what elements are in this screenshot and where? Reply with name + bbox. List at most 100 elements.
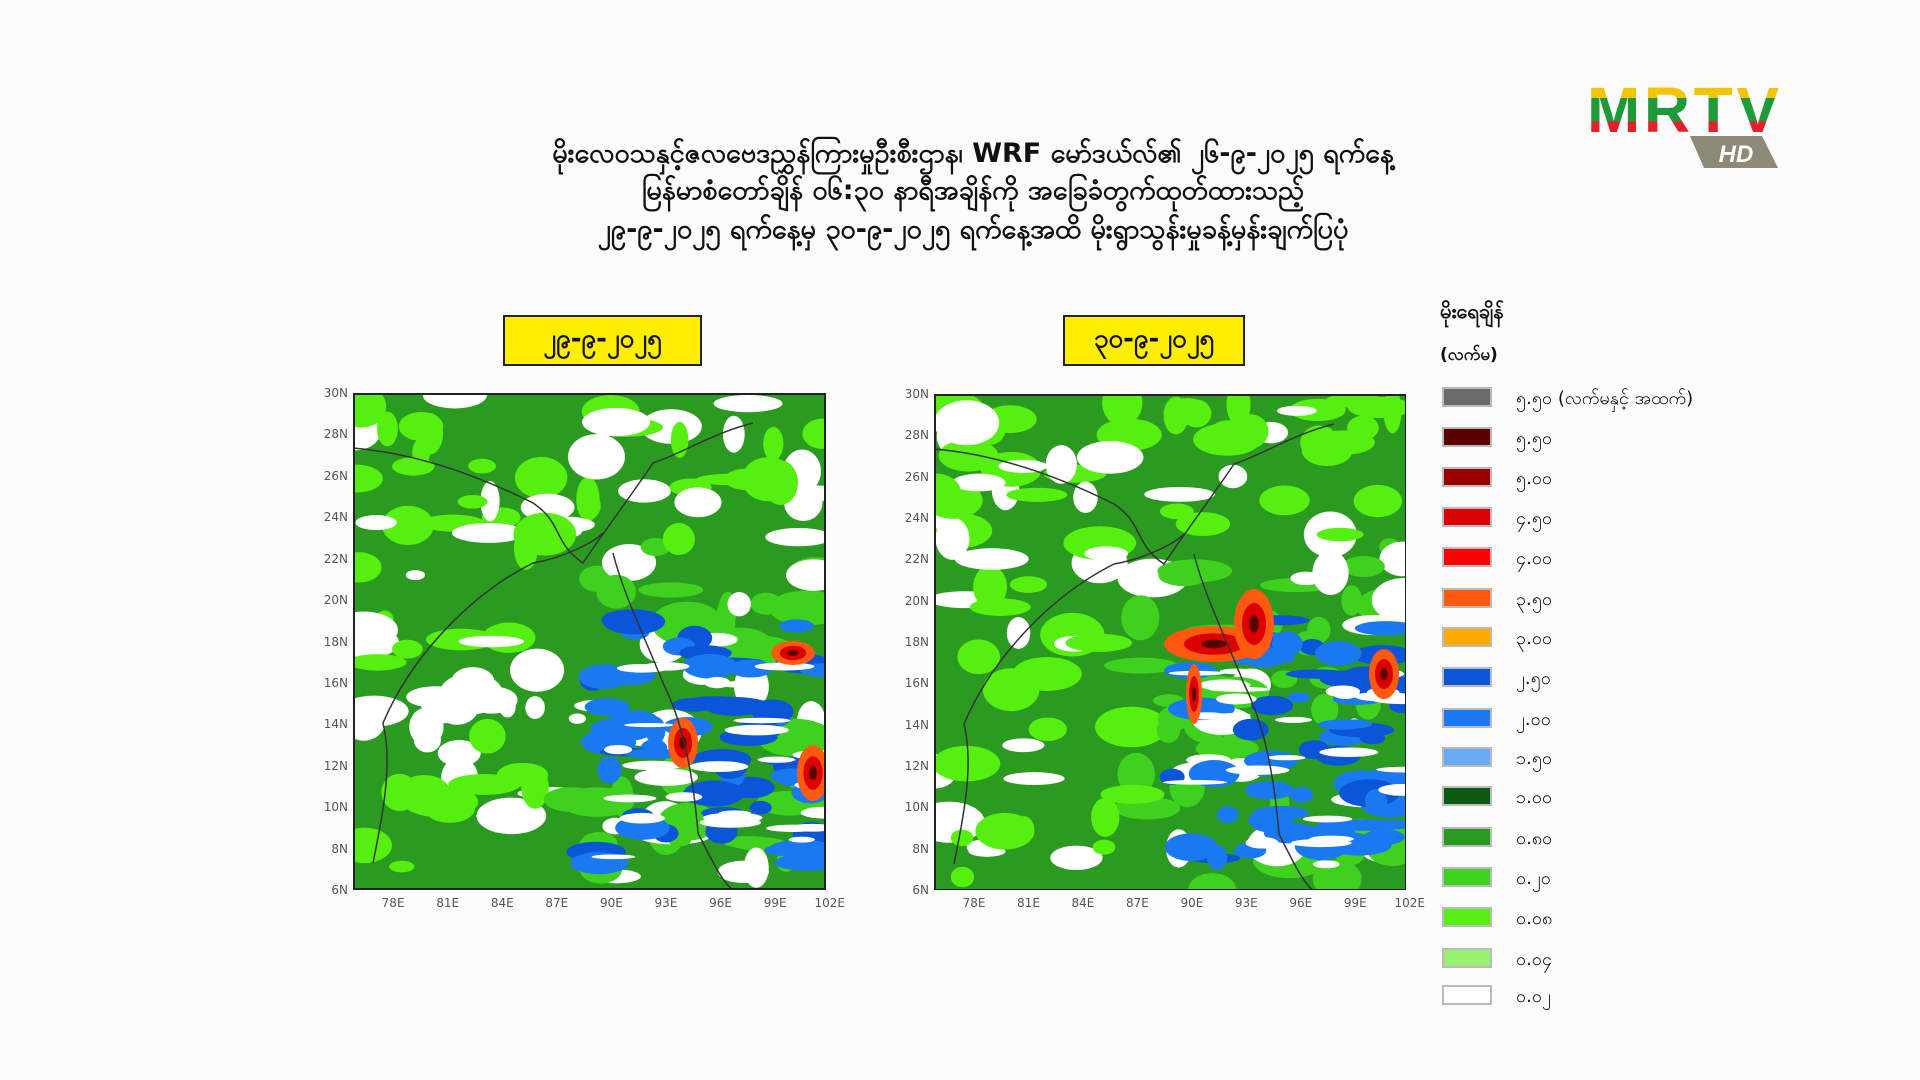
rainfall-patch bbox=[1076, 441, 1144, 474]
rainfall-patch bbox=[982, 668, 1040, 712]
rainfall-patch bbox=[1091, 797, 1120, 837]
legend-swatch bbox=[1442, 667, 1492, 687]
y-tick-label: 28N bbox=[323, 427, 348, 442]
heavy-rain-patch bbox=[602, 609, 666, 635]
legend-swatch bbox=[1442, 627, 1492, 647]
legend-label: ၁.၀၀ bbox=[1516, 787, 1553, 808]
rainfall-patch bbox=[1313, 860, 1340, 869]
legend-swatch bbox=[1442, 507, 1492, 527]
rainfall-patch bbox=[457, 494, 488, 509]
extreme-rain-patch bbox=[1201, 639, 1227, 649]
legend-unit: (လက်မ) bbox=[1440, 345, 1498, 365]
rainfall-patch bbox=[381, 773, 418, 812]
rainfall-patch bbox=[1312, 550, 1349, 596]
rainfall-patch bbox=[757, 756, 796, 763]
heavy-rain-patch bbox=[1350, 820, 1406, 830]
rainfall-patch bbox=[1337, 394, 1378, 403]
rainfall-patch bbox=[567, 434, 626, 480]
y-tick-label: 22N bbox=[904, 552, 929, 567]
rainfall-patch bbox=[1050, 845, 1103, 871]
y-tick-label: 22N bbox=[323, 551, 348, 566]
rainfall-patch bbox=[1156, 718, 1181, 743]
x-tick-label: 96E bbox=[1289, 896, 1313, 910]
x-tick-label: 90E bbox=[1180, 896, 1204, 910]
rainfall-patch bbox=[1289, 398, 1346, 422]
y-tick-label: 10N bbox=[904, 800, 929, 815]
rainfall-patch bbox=[1073, 481, 1098, 513]
rainfall-patch bbox=[1065, 633, 1133, 652]
legend-label: ၀.၀၂ bbox=[1516, 986, 1551, 1007]
rainfall-patch bbox=[622, 760, 683, 771]
rainfall-patch bbox=[601, 544, 657, 582]
rainfall-patch bbox=[934, 400, 1000, 446]
heavy-rain-patch bbox=[779, 619, 814, 633]
rainfall-map-1 bbox=[353, 393, 826, 890]
rainfall-patch bbox=[1181, 399, 1212, 428]
legend-label: ၀.၀၄ bbox=[1516, 949, 1553, 970]
rainfall-patch bbox=[1144, 486, 1215, 502]
rainfall-patch bbox=[1187, 872, 1237, 890]
rainfall-patch bbox=[713, 394, 783, 413]
heavy-rain-patch bbox=[1314, 641, 1362, 666]
y-tick-label: 6N bbox=[331, 883, 348, 897]
rainfall-patch bbox=[1316, 527, 1364, 542]
legend-swatch bbox=[1442, 786, 1492, 806]
x-tick-label: 87E bbox=[545, 896, 569, 910]
rainfall-patch bbox=[768, 590, 826, 626]
rainfall-patch bbox=[670, 421, 689, 459]
y-tick-label: 18N bbox=[904, 635, 929, 649]
rainfall-patch bbox=[1371, 578, 1406, 622]
y-tick-label: 24N bbox=[904, 511, 929, 525]
x-tick-label: 84E bbox=[1071, 896, 1095, 910]
rainfall-patch bbox=[1158, 565, 1209, 587]
rainfall-patch bbox=[722, 415, 745, 453]
rainfall-patch bbox=[355, 515, 397, 531]
rainfall-patch bbox=[513, 512, 577, 556]
mrtv-logo: MRTV bbox=[1587, 80, 1779, 136]
x-tick-label: 81E bbox=[1017, 896, 1040, 910]
rainfall-patch bbox=[969, 598, 1031, 616]
rainfall-patch bbox=[1006, 617, 1031, 649]
rainfall-patch bbox=[480, 481, 500, 522]
rainfall-patch bbox=[765, 527, 826, 547]
heavy-rain-patch bbox=[1354, 621, 1406, 636]
rainfall-patch bbox=[1378, 783, 1406, 796]
rainfall-patch bbox=[973, 565, 1007, 609]
x-tick-label: 99E bbox=[763, 896, 787, 910]
rainfall-patch bbox=[1207, 420, 1250, 454]
y-tick-label: 12N bbox=[904, 759, 929, 773]
legend-swatch bbox=[1442, 387, 1492, 407]
legend-label: ၄.၅၀ bbox=[1516, 508, 1553, 529]
rainfall-patch bbox=[789, 823, 826, 832]
title-line-2: မြန်မာစံတော်ချိန် ၀၆:၃၀ နာရီအချိန်ကို အခ… bbox=[641, 175, 1305, 206]
x-tick-label: 81E bbox=[436, 896, 460, 910]
rainfall-patch bbox=[763, 426, 784, 461]
extreme-rain-patch bbox=[1249, 615, 1259, 633]
rainfall-patch bbox=[952, 473, 1006, 492]
rainfall-patch bbox=[543, 787, 599, 812]
legend-swatch bbox=[1442, 588, 1492, 608]
heavy-rain-patch bbox=[683, 780, 745, 807]
x-tick-label: 87E bbox=[1125, 896, 1149, 910]
svg-text:MRTV: MRTV bbox=[1587, 80, 1779, 136]
heavy-rain-patch bbox=[704, 696, 766, 716]
x-tick-label: 78E bbox=[962, 896, 986, 910]
rainfall-patch bbox=[1175, 512, 1231, 537]
rainfall-patch bbox=[1003, 772, 1065, 785]
heavy-rain-patch bbox=[1359, 732, 1386, 745]
heavy-rain-patch bbox=[1287, 692, 1310, 703]
heavy-rain-patch bbox=[770, 839, 826, 855]
rainfall-patch bbox=[618, 479, 671, 503]
rainfall-patch bbox=[640, 538, 671, 556]
y-tick-label: 28N bbox=[904, 428, 929, 443]
rainfall-patch bbox=[1312, 430, 1375, 455]
rainfall-patch bbox=[1219, 668, 1255, 675]
rainfall-patch bbox=[934, 801, 985, 843]
rainfall-patch bbox=[638, 582, 704, 598]
legend-label: ၀.၈၀ bbox=[1516, 828, 1553, 849]
heavy-rain-patch bbox=[1164, 833, 1218, 862]
heavy-rain-patch bbox=[1216, 806, 1239, 824]
heavy-rain-patch bbox=[1363, 829, 1405, 845]
legend-label: ၃.၀၀ bbox=[1516, 628, 1553, 649]
rainfall-patch bbox=[786, 559, 826, 591]
